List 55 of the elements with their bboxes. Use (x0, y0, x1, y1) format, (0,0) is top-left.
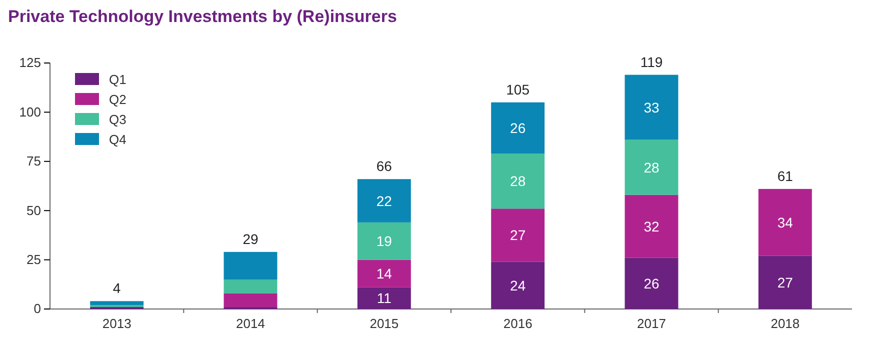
total-label: 29 (242, 230, 258, 247)
data-label: 19 (376, 233, 392, 250)
data-label: 14 (376, 266, 392, 282)
bar (357, 287, 411, 309)
total-label: 4 (112, 280, 121, 296)
data-label: 11 (376, 290, 392, 306)
data-label: 26 (510, 120, 526, 136)
bar (357, 222, 411, 260)
y-tick-label: 125 (19, 55, 41, 70)
bar (624, 258, 678, 309)
legend-label: Q2 (109, 92, 126, 107)
legend-label: Q4 (109, 132, 126, 147)
x-tick-label: 2018 (770, 316, 800, 332)
bar (491, 262, 545, 309)
data-label: 33 (644, 99, 660, 116)
bar (758, 188, 812, 256)
x-tick-label: 2016 (503, 316, 532, 332)
bar (624, 194, 678, 258)
data-label: 26 (644, 275, 660, 292)
bar (90, 301, 144, 306)
data-label: 34 (777, 214, 794, 230)
legend-label: Q3 (109, 112, 126, 127)
total-label: 66 (376, 158, 392, 174)
y-tick-label: 50 (26, 202, 41, 218)
bar (758, 256, 812, 309)
data-label: 28 (644, 159, 660, 176)
bar (224, 293, 278, 308)
legend-label: Q1 (109, 72, 126, 87)
y-tick-label: 75 (26, 154, 41, 169)
bar (491, 102, 545, 154)
x-tick-label: 2015 (370, 316, 399, 332)
chart-title: Private Technology Investments by (Re)insurers (8, 7, 397, 26)
x-tick-label: 2014 (236, 316, 265, 332)
data-label: 27 (510, 227, 526, 244)
total-label: 105 (506, 81, 530, 98)
x-tick-label: 2013 (102, 316, 132, 332)
data-label: 28 (510, 173, 526, 190)
total-label: 61 (777, 168, 794, 184)
bar (491, 208, 545, 262)
x-tick-label: 2017 (637, 316, 666, 332)
data-label: 24 (510, 277, 526, 294)
bar (357, 260, 411, 288)
data-label: 32 (644, 218, 660, 234)
y-tick-label: 25 (26, 252, 41, 267)
bar (224, 252, 278, 280)
total-label: 119 (640, 54, 663, 70)
bar (624, 74, 678, 140)
y-tick-label: 100 (19, 104, 41, 120)
bar (624, 140, 678, 195)
data-label: 27 (777, 274, 794, 290)
data-label: 22 (376, 192, 392, 209)
y-tick-label: 0 (34, 301, 41, 316)
bar (491, 154, 545, 209)
bar (357, 179, 411, 222)
bar (224, 279, 278, 294)
